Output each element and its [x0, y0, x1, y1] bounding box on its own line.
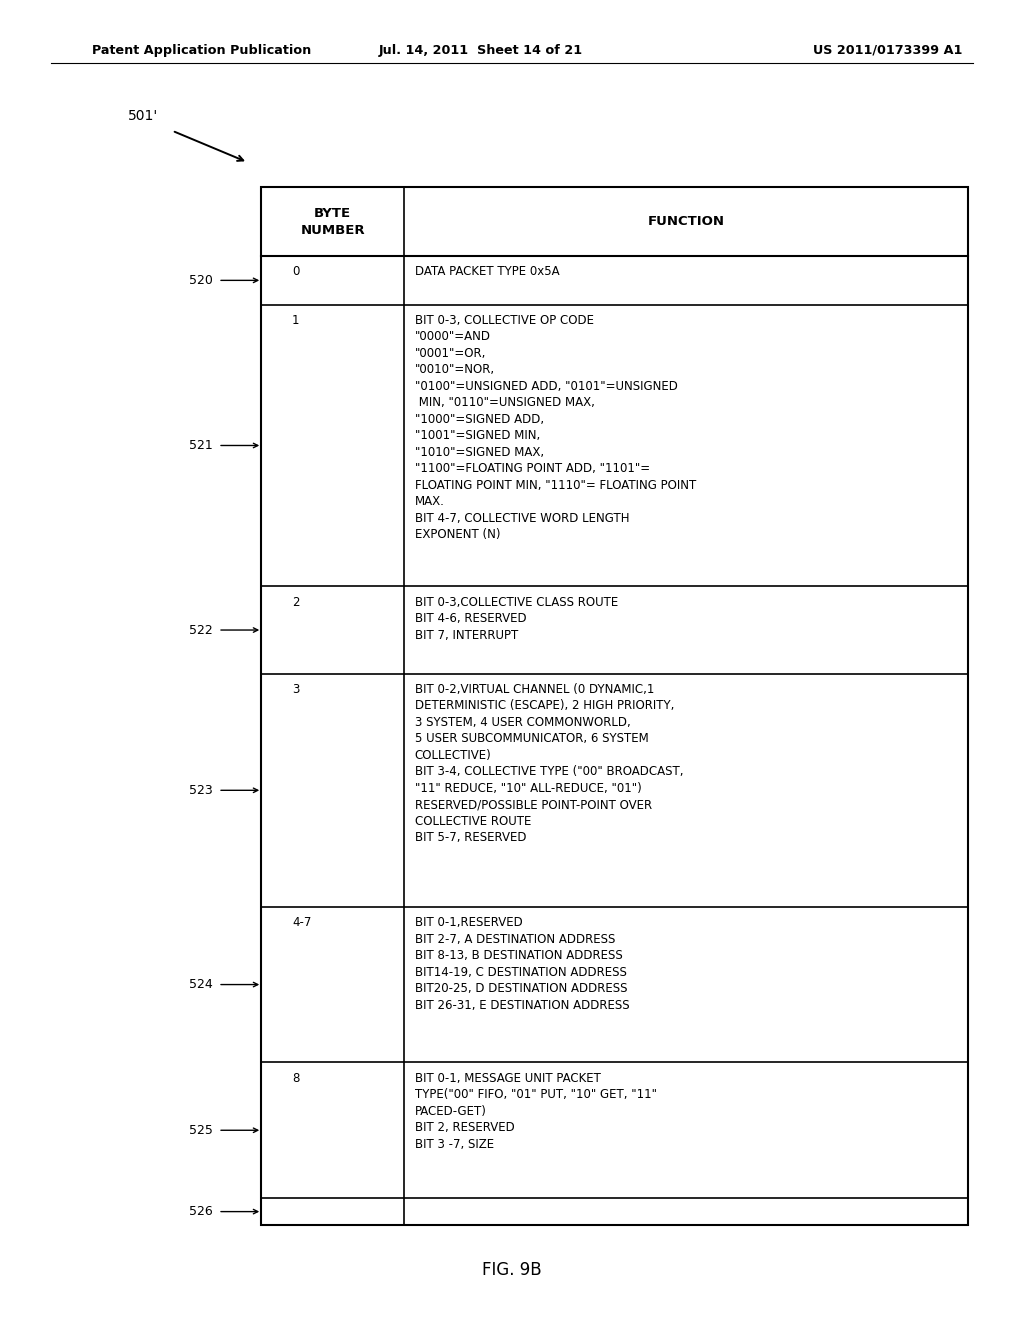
- Bar: [261, 187, 968, 1225]
- Text: 523: 523: [189, 784, 213, 797]
- Text: BYTE
NUMBER: BYTE NUMBER: [300, 207, 366, 236]
- Text: Patent Application Publication: Patent Application Publication: [92, 44, 311, 57]
- Text: BIT 0-2,VIRTUAL CHANNEL (0 DYNAMIC,1
DETERMINISTIC (ESCAPE), 2 HIGH PRIORITY,
3 : BIT 0-2,VIRTUAL CHANNEL (0 DYNAMIC,1 DET…: [415, 682, 683, 845]
- Text: 2: 2: [292, 595, 300, 609]
- Text: BIT 0-1,RESERVED
BIT 2-7, A DESTINATION ADDRESS
BIT 8-13, B DESTINATION ADDRESS
: BIT 0-1,RESERVED BIT 2-7, A DESTINATION …: [415, 916, 630, 1011]
- Text: 522: 522: [189, 623, 213, 636]
- Text: 0: 0: [292, 265, 299, 279]
- Text: BIT 0-1, MESSAGE UNIT PACKET
TYPE("00" FIFO, "01" PUT, "10" GET, "11"
PACED-GET): BIT 0-1, MESSAGE UNIT PACKET TYPE("00" F…: [415, 1072, 656, 1151]
- Text: 3: 3: [292, 682, 299, 696]
- Text: BIT 0-3,COLLECTIVE CLASS ROUTE
BIT 4-6, RESERVED
BIT 7, INTERRUPT: BIT 0-3,COLLECTIVE CLASS ROUTE BIT 4-6, …: [415, 595, 617, 642]
- Text: 4-7: 4-7: [292, 916, 311, 929]
- Text: Jul. 14, 2011  Sheet 14 of 21: Jul. 14, 2011 Sheet 14 of 21: [379, 44, 584, 57]
- Text: 521: 521: [189, 440, 213, 451]
- Text: 8: 8: [292, 1072, 299, 1085]
- Text: 501': 501': [128, 110, 159, 123]
- Text: BIT 0-3, COLLECTIVE OP CODE
"0000"=AND
"0001"=OR,
"0010"=NOR,
"0100"=UNSIGNED AD: BIT 0-3, COLLECTIVE OP CODE "0000"=AND "…: [415, 314, 696, 541]
- Text: 524: 524: [189, 978, 213, 991]
- Text: DATA PACKET TYPE 0x5A: DATA PACKET TYPE 0x5A: [415, 265, 559, 279]
- Text: 520: 520: [189, 273, 213, 286]
- Text: FIG. 9B: FIG. 9B: [482, 1261, 542, 1279]
- Text: FUNCTION: FUNCTION: [647, 215, 725, 228]
- Text: 526: 526: [189, 1205, 213, 1218]
- Text: 525: 525: [189, 1123, 213, 1137]
- Text: 1: 1: [292, 314, 300, 327]
- Text: US 2011/0173399 A1: US 2011/0173399 A1: [813, 44, 963, 57]
